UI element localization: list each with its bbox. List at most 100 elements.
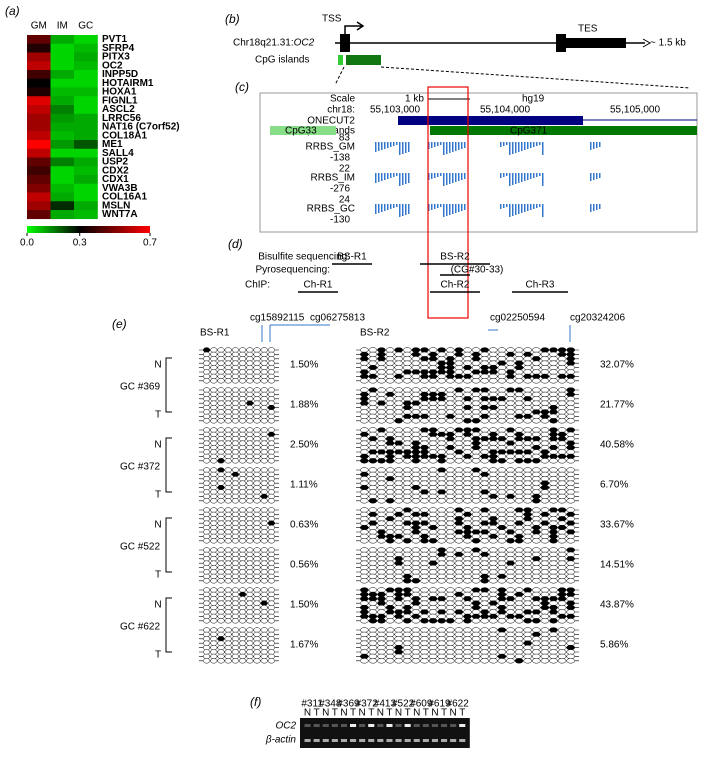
cpg-circle — [246, 547, 254, 553]
cpg-circle — [497, 547, 507, 553]
cpg-circle — [210, 551, 218, 558]
cpg-circle — [420, 569, 429, 575]
cpg-circle — [239, 484, 247, 491]
cpg-circle — [506, 591, 515, 598]
cpg-circle — [437, 373, 446, 380]
cpg-circle — [428, 600, 438, 606]
cpg-circle — [506, 600, 515, 606]
exon — [566, 38, 626, 48]
cpg-circle — [420, 364, 429, 371]
arrow — [642, 38, 652, 48]
gene-label: OC2 — [102, 60, 123, 71]
cpg-circle — [385, 520, 395, 526]
cpg-circle — [428, 351, 438, 358]
cpg-circle — [489, 427, 498, 433]
cpg-circle — [540, 533, 550, 540]
cpg-circle — [532, 409, 541, 415]
cpg-circle — [437, 578, 446, 584]
cpg-circle — [437, 596, 446, 602]
cpg-circle — [540, 529, 550, 535]
cpg-circle — [523, 351, 532, 358]
cpg-circle — [360, 436, 369, 442]
cpg-circle — [246, 578, 254, 584]
cpg-circle — [360, 591, 369, 598]
cpg-circle — [260, 604, 268, 611]
cpg-circle — [411, 569, 421, 575]
cpg-circle — [267, 400, 275, 406]
cpg-circle — [260, 467, 268, 473]
cpg-circle — [239, 596, 247, 602]
cpg-circle — [368, 609, 378, 615]
cpg-circle — [557, 493, 567, 500]
rrbs-signal — [521, 142, 523, 151]
rrbs-signal — [449, 173, 451, 184]
cpg-circle — [385, 391, 395, 398]
cpg-circle — [231, 458, 239, 464]
cpg-circle — [253, 427, 261, 433]
cpg-circle — [557, 649, 567, 655]
cpg-circle — [411, 644, 421, 651]
cpg-circle — [549, 511, 558, 518]
cpg-circle — [549, 449, 558, 455]
cpg-circle — [489, 480, 498, 486]
cpg-circle — [540, 538, 550, 544]
cpg-circle — [471, 476, 481, 482]
cpg-circle — [385, 347, 395, 353]
cpg-circle — [463, 609, 472, 615]
cpg-circle — [217, 378, 225, 384]
cpg-circle — [454, 631, 464, 638]
cpg-circle — [267, 636, 275, 642]
cpg-circle — [231, 524, 239, 531]
cpg-circle — [403, 538, 412, 544]
cpg-circle — [463, 551, 472, 558]
cpg-circle — [471, 560, 481, 566]
cpg-circle — [377, 413, 386, 420]
cpg-circle — [437, 600, 446, 606]
cpg-circle — [454, 378, 464, 384]
cpg-circle — [411, 573, 421, 580]
cpg-circle — [549, 391, 558, 398]
cpg-circle — [368, 520, 378, 526]
cpg-circle — [246, 533, 254, 540]
cpg-circle — [566, 413, 575, 420]
cpg-circle — [253, 360, 261, 366]
cpg-circle — [231, 484, 239, 491]
region-title: BS-R2 — [360, 328, 390, 339]
cpg-circle — [360, 444, 369, 451]
cpg-circle — [506, 404, 515, 411]
cpg-circle — [471, 587, 481, 593]
cpg-circle — [506, 529, 515, 535]
cpg-circle — [246, 636, 254, 642]
cpg-circle — [506, 418, 515, 424]
rrbs-signal — [527, 142, 529, 149]
cpg-circle — [411, 453, 421, 460]
cpg-circle — [489, 413, 498, 420]
cpg-circle — [480, 480, 489, 486]
cpg-circle — [446, 391, 455, 398]
cpg-circle — [506, 493, 515, 500]
cpg-circle — [540, 578, 550, 584]
cpg-circle — [360, 573, 369, 580]
cpg-circle — [437, 471, 446, 478]
cpg-circle — [557, 484, 567, 491]
cpg-circle — [506, 627, 515, 633]
cpg-circle — [540, 613, 550, 620]
cpg-circle — [377, 569, 386, 575]
cpg-circle — [514, 373, 524, 380]
cpg-circle — [514, 471, 524, 478]
cpg-circle — [557, 356, 567, 362]
cpg-circle — [480, 400, 489, 406]
cpg-circle — [231, 533, 239, 540]
cpg-circle — [411, 627, 421, 633]
cpg-circle — [377, 600, 386, 606]
cpg-circle — [385, 609, 395, 615]
gel-band — [450, 724, 457, 727]
cpg-circle — [253, 551, 261, 558]
cpg-circle — [497, 404, 507, 411]
cpg-circle — [514, 427, 524, 433]
cpg-circle — [437, 511, 446, 518]
cpg-circle — [523, 396, 532, 402]
cpg-circle — [420, 489, 429, 495]
cpg-circle — [437, 613, 446, 620]
cpg-circle — [428, 547, 438, 553]
